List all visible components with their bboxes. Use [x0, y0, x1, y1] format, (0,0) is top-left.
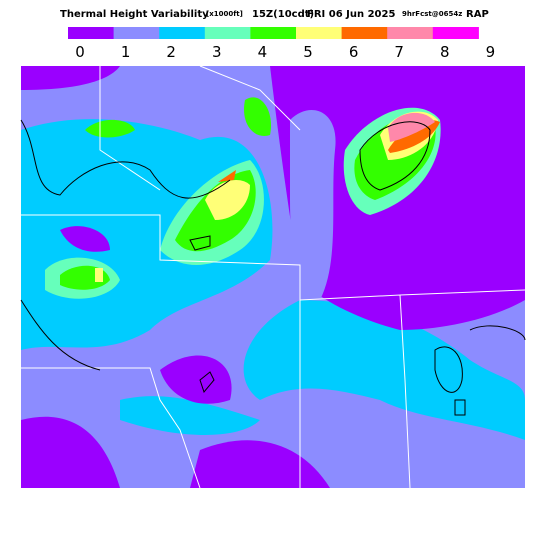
map [20, 65, 526, 489]
legend-swatch [113, 27, 160, 39]
legend-label: 9 [486, 43, 496, 61]
legend-label: 3 [212, 43, 222, 61]
legend-label: 4 [258, 43, 268, 61]
legend-label: 5 [303, 43, 313, 61]
model: RAP [466, 9, 489, 20]
legend-swatch [296, 27, 343, 39]
date: FRI 06 Jun 2025 [307, 9, 395, 20]
legend-swatch [432, 27, 479, 39]
legend-swatch [204, 27, 251, 39]
legend-swatch [341, 27, 388, 39]
legend-label: 7 [394, 43, 404, 61]
legend-label: 2 [166, 43, 176, 61]
forecast: 9hrFcst@0654z [402, 10, 462, 18]
legend-label: 8 [440, 43, 450, 61]
legend-swatch [159, 27, 206, 39]
units: [x1000ft] [206, 10, 243, 18]
legend: 0 1 2 3 4 5 6 7 8 9 [68, 27, 495, 61]
legend-swatch [68, 27, 115, 39]
legend-label: 0 [75, 43, 85, 61]
valid-time: 15Z(10cdt) [252, 9, 314, 20]
legend-label: 1 [121, 43, 131, 61]
title: Thermal Height Variability [60, 9, 209, 20]
legend-label: 6 [349, 43, 359, 61]
legend-swatch [250, 27, 297, 39]
legend-swatch [387, 27, 434, 39]
